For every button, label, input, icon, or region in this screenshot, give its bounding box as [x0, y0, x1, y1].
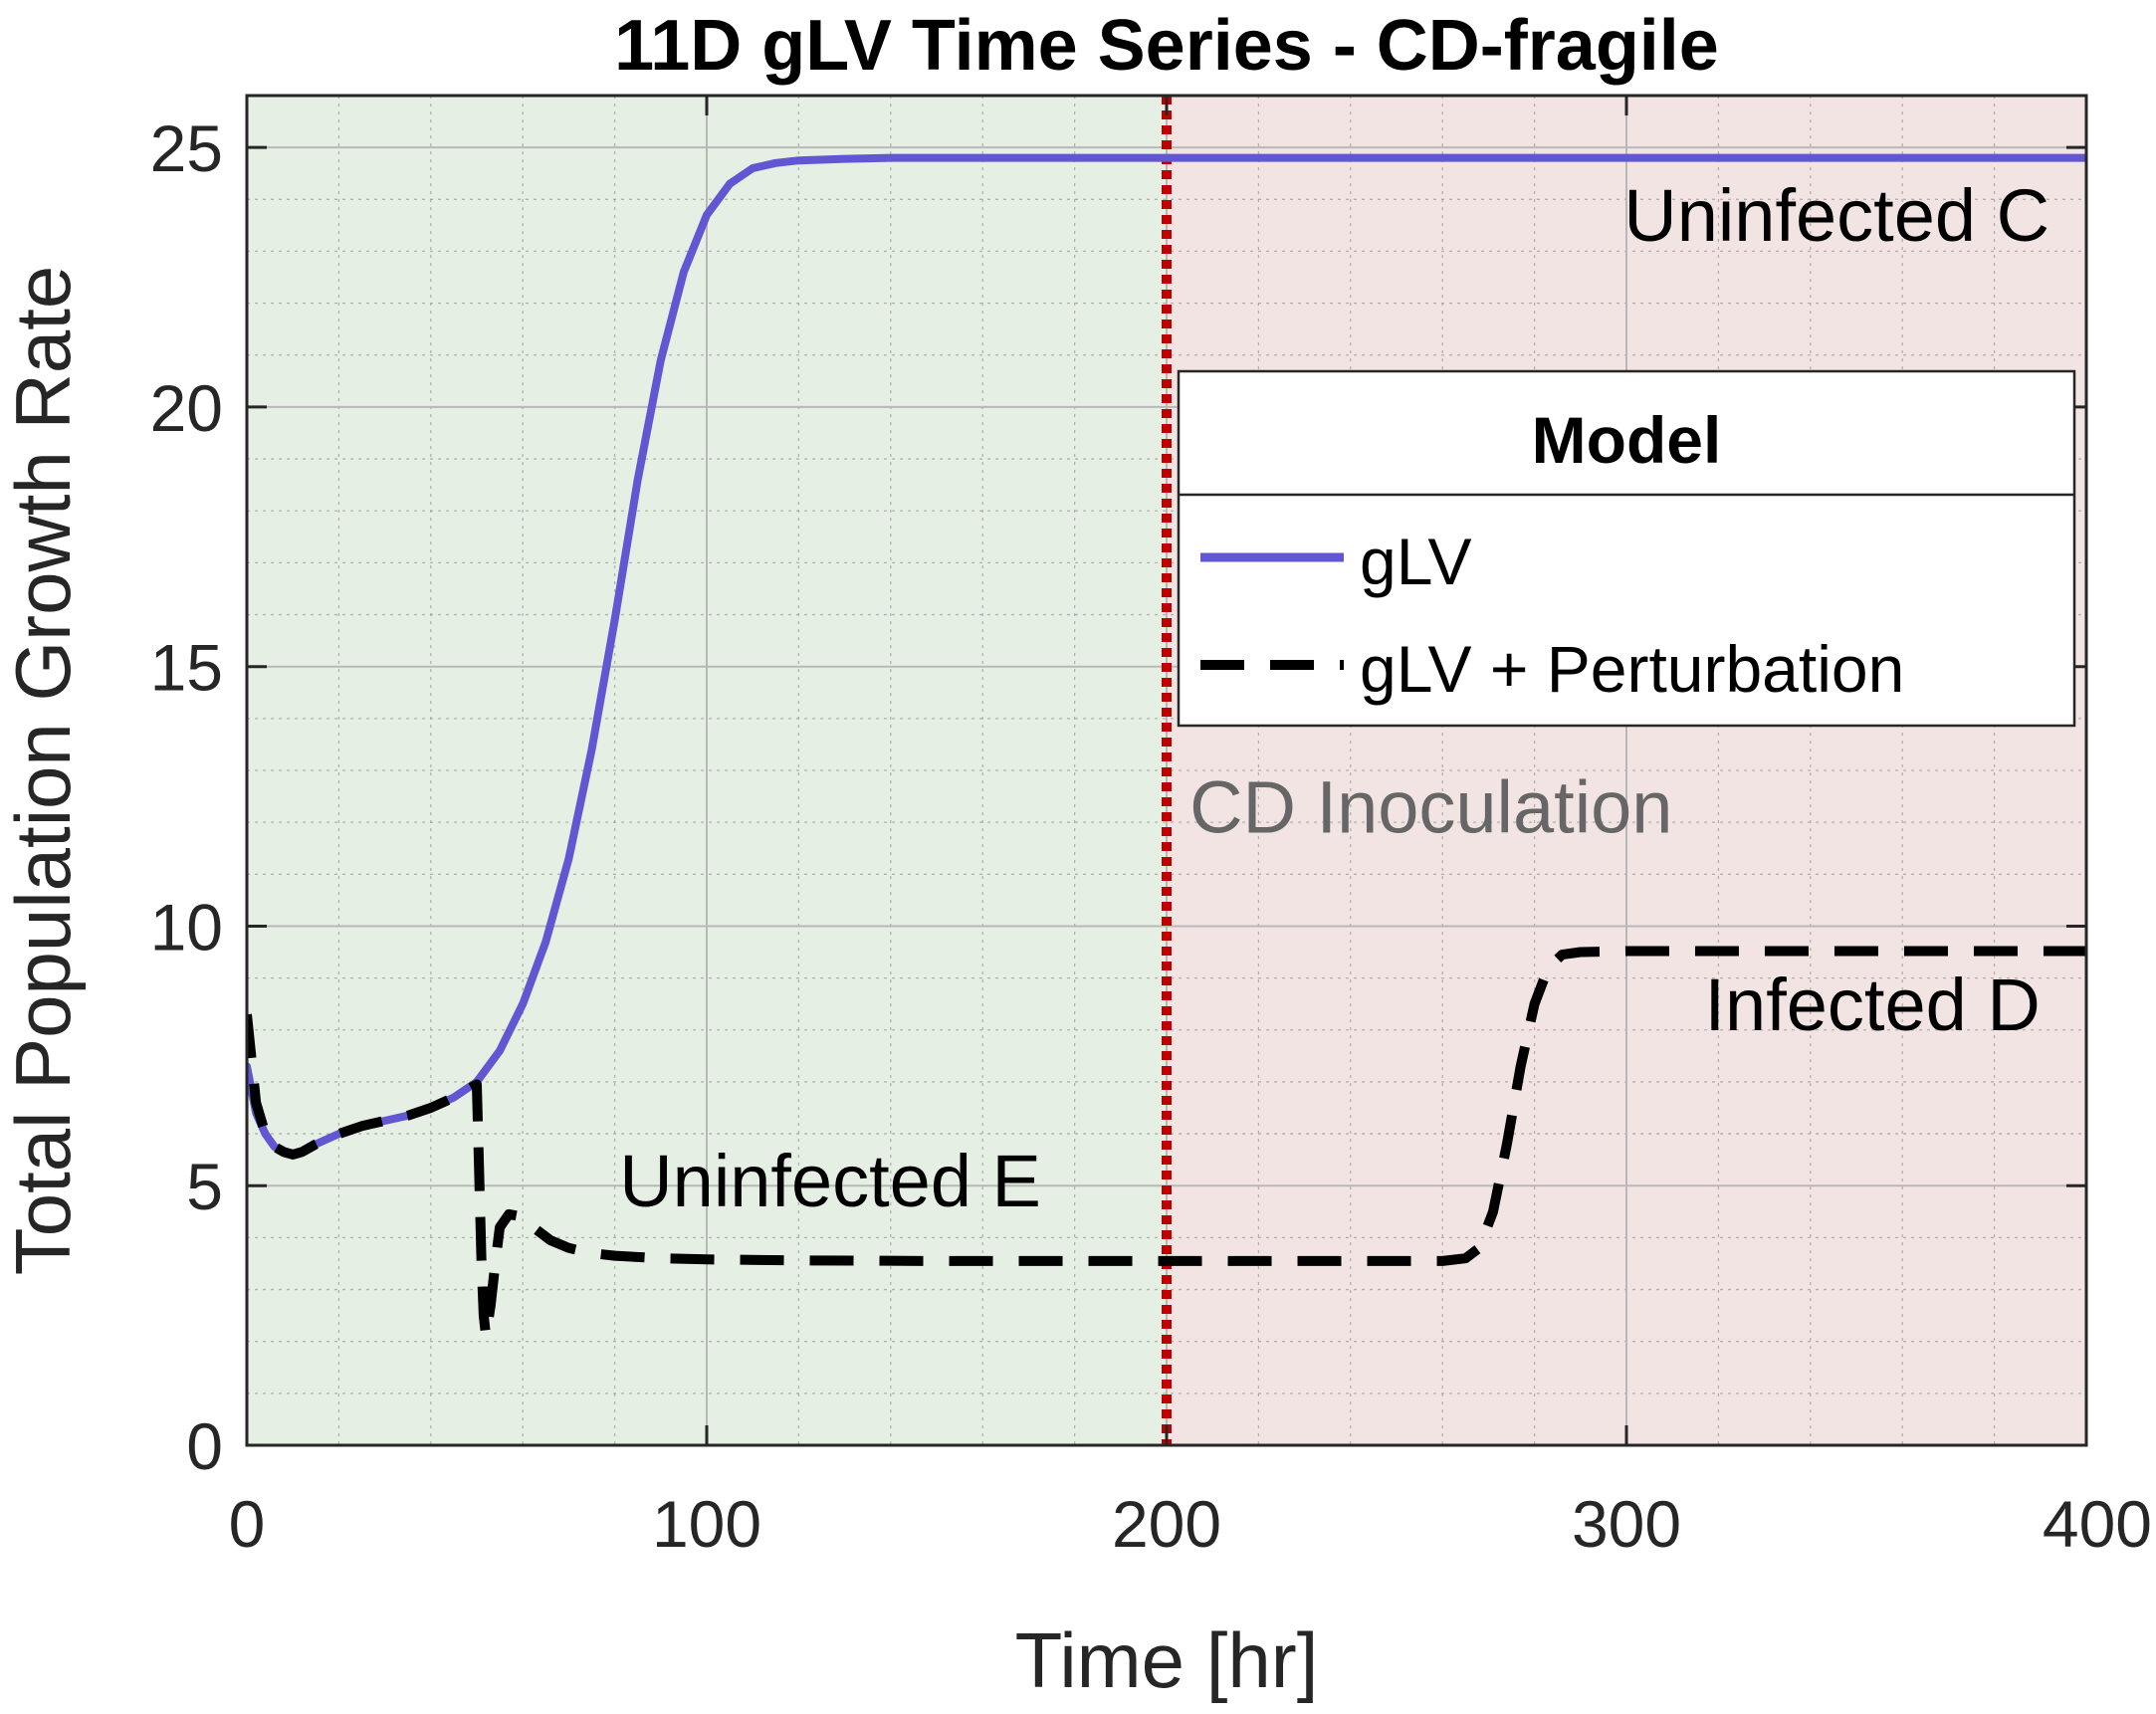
annotation-uninfected-c: Uninfected C — [1623, 174, 2049, 257]
x-tick-label: 300 — [1572, 1487, 1681, 1561]
legend-label-glv-perturbation: gLV + Perturbation — [1360, 632, 1904, 706]
y-tick-label: 25 — [150, 111, 223, 185]
series-lines — [247, 153, 2086, 1342]
annotations: Uninfected C Uninfected E Infected D CD Ino… — [619, 174, 2049, 1222]
y-axis-label: Total Population Growth Rate — [0, 266, 87, 1276]
x-tick-label: 0 — [229, 1487, 266, 1561]
axis-ticks: 0 100 200 300 400 0 5 10 15 20 25 — [150, 96, 2152, 1561]
annotation-uninfected-e: Uninfected E — [619, 1140, 1041, 1222]
chart-title: 11D gLV Time Series - CD-fragile — [614, 6, 1719, 86]
annotation-cd-inoculation: CD Inoculation — [1189, 766, 1672, 849]
x-tick-label: 100 — [652, 1487, 761, 1561]
legend: Model gLV gLV + Perturbation — [1177, 369, 2076, 728]
y-tick-label: 10 — [150, 890, 223, 964]
annotation-infected-d: Infected D — [1704, 964, 2040, 1046]
x-tick-label: 200 — [1112, 1487, 1221, 1561]
y-tick-label: 15 — [150, 631, 223, 705]
legend-title: Model — [1532, 403, 1722, 477]
y-tick-label: 0 — [186, 1409, 223, 1483]
minor-grid — [247, 95, 2086, 1445]
x-tick-label: 400 — [2043, 1487, 2152, 1561]
series-line-1 — [247, 946, 2086, 1342]
y-tick-label: 20 — [150, 371, 223, 445]
legend-box — [1177, 369, 2076, 728]
x-axis-label: Time [hr] — [1015, 1616, 1319, 1704]
y-tick-label: 5 — [186, 1150, 223, 1223]
legend-label-glv: gLV — [1360, 525, 1472, 598]
